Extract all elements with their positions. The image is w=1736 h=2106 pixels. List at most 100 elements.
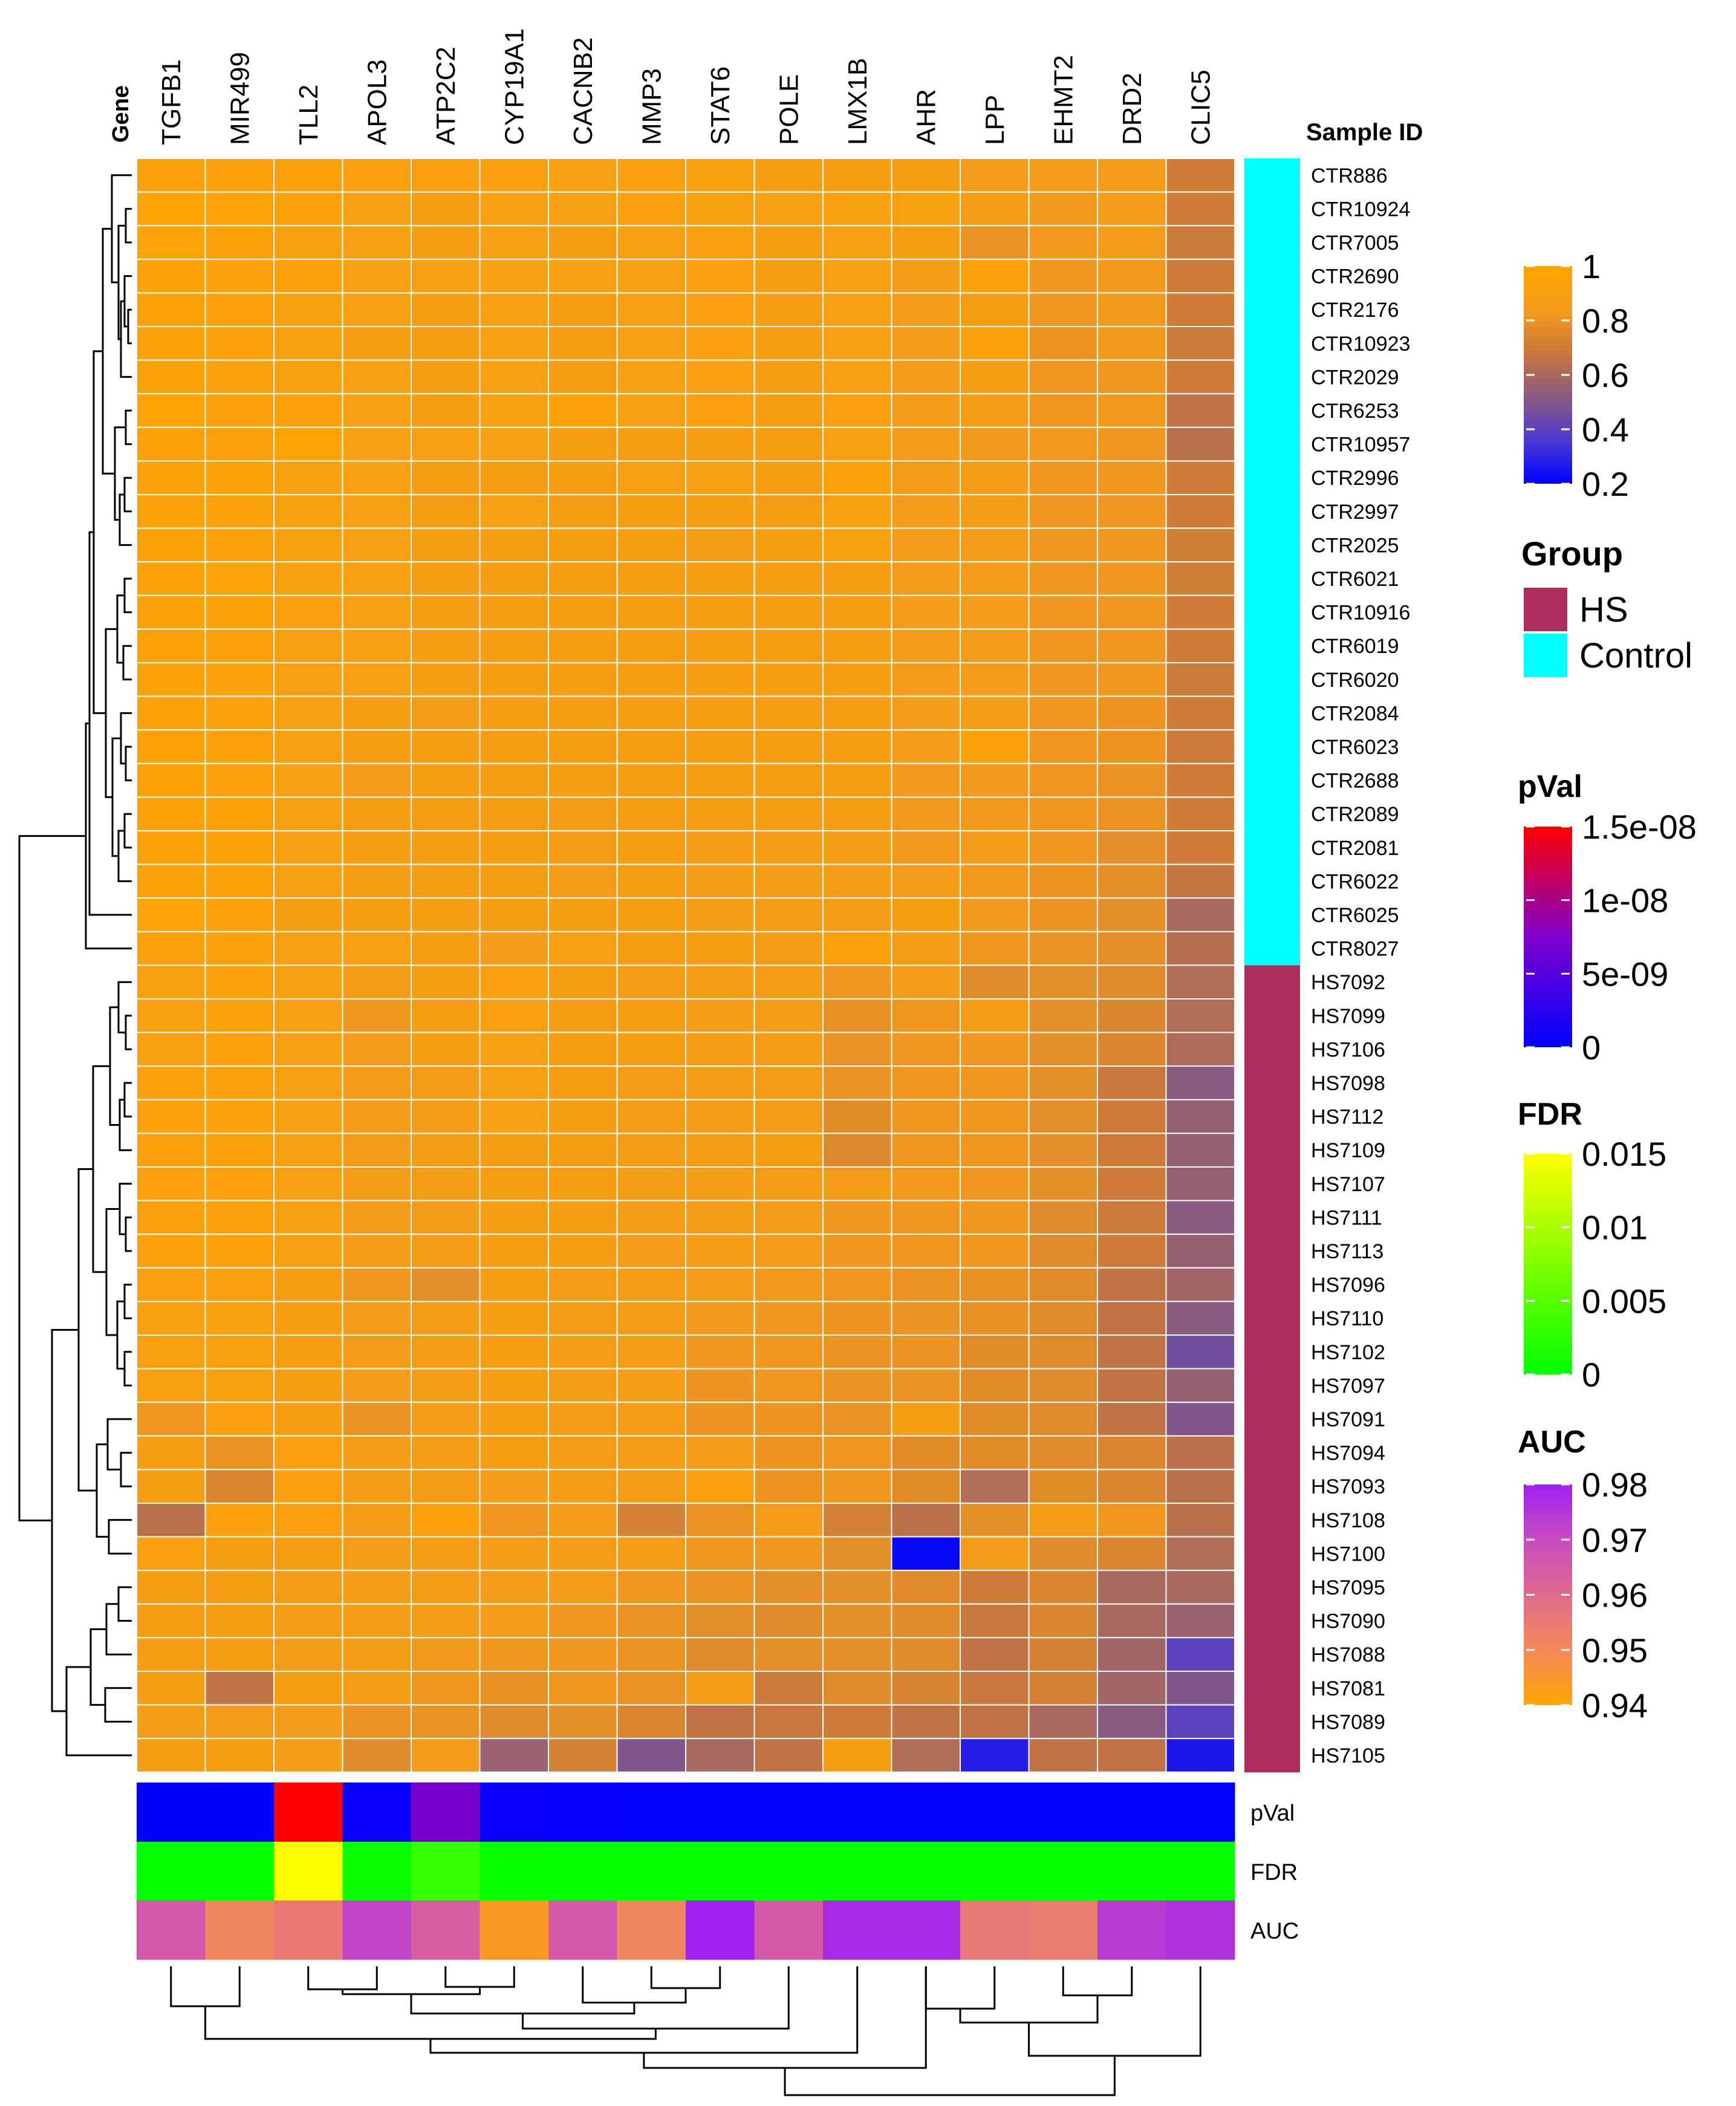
fdr-legend-label: 0.015 [1582,1135,1666,1173]
heatmap-cell [685,527,755,563]
sample-label: HS7090 [1311,1610,1385,1633]
heatmap-cell [891,1704,961,1740]
heatmap-cell [411,796,481,832]
heatmap-cell [1097,796,1167,832]
heatmap-cell [273,931,343,966]
sample-id-header: Sample ID [1306,119,1423,146]
sample-label: CTR7005 [1311,232,1399,255]
heatmap-cell [342,1368,412,1403]
auc-cell [274,1900,343,1960]
heatmap-cell [342,1065,412,1100]
heatmap-cell [1028,1233,1098,1269]
value-legend-label: 1 [1582,247,1601,285]
heatmap-cell [616,393,686,428]
heatmap-cell [960,1200,1030,1235]
heatmap-cell [685,225,755,260]
heatmap-cell [891,1032,961,1067]
heatmap-cell [1165,762,1235,798]
heatmap-cell [411,1704,481,1740]
heatmap-cell [136,729,206,764]
group-cell [1244,562,1300,596]
heatmap-cell [960,662,1030,697]
heatmap-cell [616,729,686,764]
fdr-cell [205,1842,275,1901]
heatmap-cell [753,897,824,932]
heatmap-cell [548,695,618,731]
dendrogram-branch [204,2006,657,2040]
heatmap-cell [1097,191,1167,227]
heatmap-cell [1028,494,1098,529]
heatmap-cell [891,292,961,327]
heatmap-cell [1028,1435,1098,1471]
heatmap-cell [1097,695,1167,731]
heatmap-cell [891,1402,961,1437]
heatmap-cell [1097,1536,1167,1571]
heatmap-cell [479,1334,549,1370]
heatmap-cell [479,561,549,596]
heatmap-cell [891,998,961,1033]
group-cell [1244,1570,1300,1605]
heatmap-cell [685,628,755,664]
heatmap-cell [273,628,343,664]
heatmap-cell [753,729,824,764]
heatmap-cell [204,326,275,361]
auc-cell [823,1900,892,1960]
heatmap-cell [273,1166,343,1201]
heatmap-cell [891,1133,961,1168]
dendrogram-branch [582,1966,687,2004]
group-cell [1244,1503,1300,1538]
auc-cell [1029,1900,1098,1960]
value-legend-label: 0.2 [1582,465,1629,503]
heatmap-cell [548,1402,618,1437]
annotation-row-label: FDR [1250,1860,1298,1885]
heatmap-cell [616,1133,686,1168]
heatmap-cell [753,158,824,193]
heatmap-cell [822,1301,892,1336]
heatmap-cell [685,426,755,462]
heatmap-cell [685,1133,755,1168]
heatmap-cell [1165,1603,1235,1639]
heatmap-cell [753,964,824,1000]
pval-legend-bar [1524,827,1572,1047]
pval-cell [137,1783,206,1842]
sample-label: CTR2089 [1311,803,1399,826]
heatmap-cell [891,460,961,496]
heatmap-cell [273,1133,343,1168]
heatmap-cell [616,1334,686,1370]
heatmap-cell [273,1402,343,1437]
group-cell [1244,1671,1300,1706]
heatmap-cell [685,1402,755,1437]
heatmap-cell [616,1704,686,1740]
group-cell [1244,1066,1300,1100]
heatmap-cell [273,426,343,462]
heatmap-cell [685,931,755,966]
heatmap-cell [960,393,1030,428]
heatmap-cell [411,662,481,697]
heatmap-cell [548,1704,618,1740]
heatmap-cell [136,1435,206,1471]
heatmap-cell [685,762,755,798]
group-cell [1244,1738,1300,1773]
heatmap-cell [616,1267,686,1302]
heatmap-cell [479,1233,549,1269]
group-cell [1244,1032,1300,1067]
heatmap-cell [136,628,206,664]
sample-label: CTR10957 [1311,434,1410,457]
heatmap-cell [273,964,343,1000]
heatmap-cell [411,1065,481,1100]
heatmap-cell [479,662,549,697]
heatmap-cell [136,158,206,193]
heatmap-cell [342,863,412,899]
heatmap-cell [822,1536,892,1571]
heatmap-cell [479,695,549,731]
fdr-cell [411,1842,480,1901]
heatmap-cell [204,527,275,563]
heatmap-cell [479,897,549,932]
heatmap-cell [136,762,206,798]
heatmap-cell [616,1200,686,1235]
heatmap-cell [204,292,275,327]
heatmap-cell [136,292,206,327]
heatmap-cell [685,1233,755,1269]
heatmap-cell [960,460,1030,496]
auc-cell [548,1900,617,1960]
